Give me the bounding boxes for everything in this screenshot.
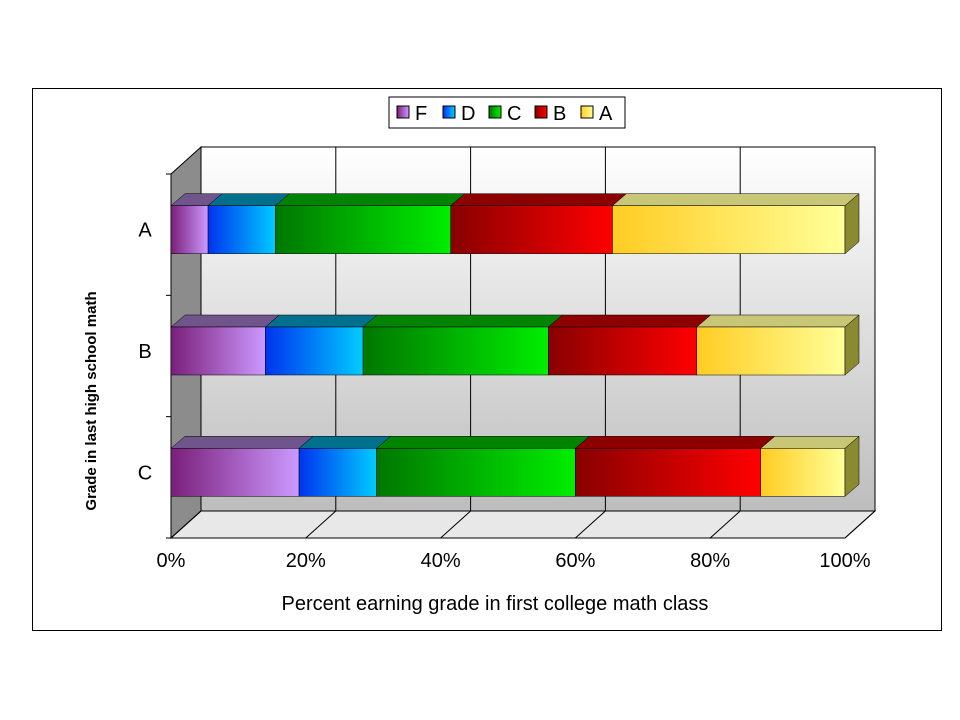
- x-tick-label-3: 60%: [555, 550, 595, 572]
- floor-gridline-0: [170, 510, 202, 539]
- y-tick-label-A: A: [138, 220, 152, 242]
- bar-A-B: [450, 193, 628, 254]
- bar-C-A: [760, 435, 860, 497]
- legend-label-C: C: [507, 103, 521, 125]
- bar-A-A: [611, 193, 860, 255]
- bar-C-B: [574, 436, 776, 497]
- bar-A-C: [274, 193, 466, 254]
- legend-item-A: A: [580, 103, 613, 125]
- bar-C-F: [170, 436, 314, 497]
- bar-B-C: [362, 314, 564, 376]
- x-tick-label-2: 40%: [421, 550, 461, 572]
- y-tick-label-C: C: [138, 462, 152, 484]
- floor-gridline-1: [305, 510, 337, 539]
- legend-box: [388, 96, 626, 129]
- bar-A-D: [207, 193, 291, 254]
- x-tick-label-0: 0%: [157, 550, 186, 572]
- bar-A-F: [170, 193, 223, 254]
- legend-item-F: F: [396, 103, 427, 125]
- legend-label-D: D: [461, 103, 475, 125]
- legend-label-B: B: [553, 103, 566, 125]
- legend-swatch-B: [534, 105, 548, 119]
- y-tick-label-B: B: [138, 341, 151, 363]
- chart-svg: A B C 0% 20% 40% 60% 80% 100% Percent earning g…: [83, 96, 877, 615]
- floor-gridline-3: [575, 510, 606, 539]
- legend-swatch-C: [488, 105, 502, 119]
- x-axis-title: Percent earning grade in first college m…: [282, 593, 709, 615]
- bar-B-F: [170, 314, 281, 376]
- legend-label-A: A: [599, 103, 613, 125]
- legend-item-B: B: [534, 103, 566, 125]
- floor-gridline-5: [844, 510, 876, 539]
- legend-swatch-D: [442, 105, 456, 119]
- bar-B-D: [264, 314, 378, 376]
- legend-item-D: D: [442, 103, 475, 125]
- bar-C-C: [375, 436, 591, 497]
- legend-label-F: F: [415, 103, 427, 125]
- bar-B-B: [547, 314, 712, 376]
- x-tick-label-1: 20%: [286, 550, 326, 572]
- floor: [169, 510, 877, 539]
- x-axis-ticks: 0% 20% 40% 60% 80% 100%: [157, 550, 871, 572]
- legend-swatch-F: [396, 105, 410, 119]
- y-axis-title: Grade in last high school math: [83, 291, 100, 510]
- x-tick-label-5: 100%: [819, 550, 870, 572]
- chart-frame: A B C 0% 20% 40% 60% 80% 100% Percent earning g…: [32, 88, 942, 631]
- floor-gridline-4: [709, 510, 741, 539]
- bar-C-D: [298, 436, 392, 497]
- legend-item-C: C: [488, 103, 521, 125]
- floor-gridline-2: [440, 510, 471, 539]
- chart-bars: [170, 193, 860, 497]
- x-tick-label-4: 80%: [690, 550, 730, 572]
- bar-B-A: [696, 314, 860, 376]
- y-axis-ticks: A B C: [138, 173, 171, 539]
- legend-swatch-A: [580, 105, 594, 119]
